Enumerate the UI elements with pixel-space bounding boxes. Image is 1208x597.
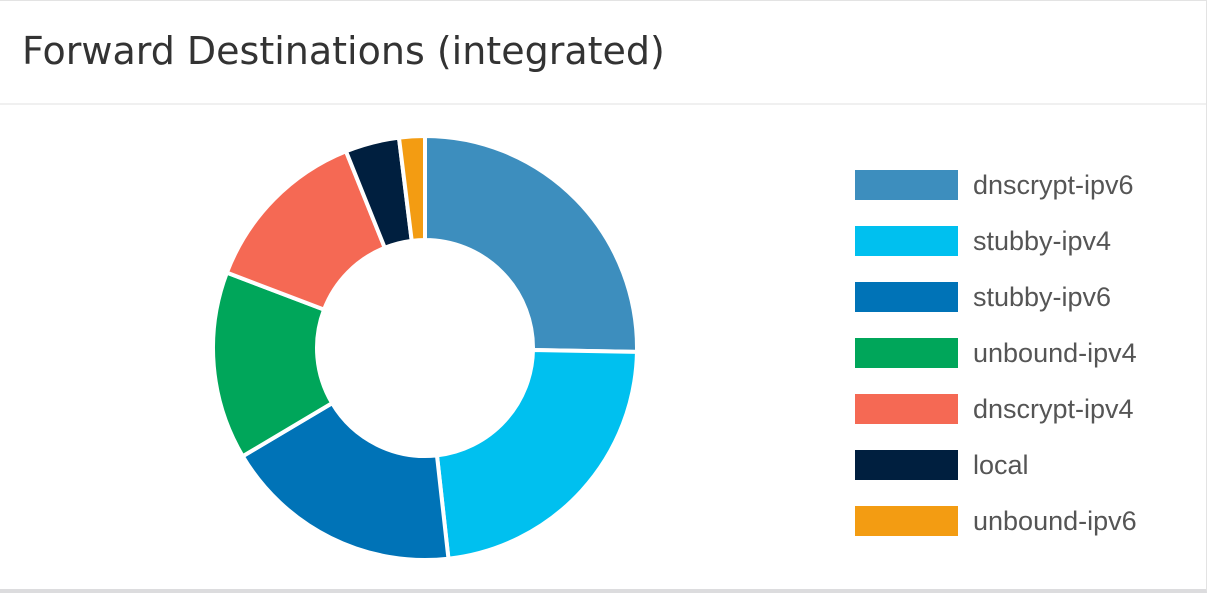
legend-item-stubby-ipv4[interactable]: stubby-ipv4	[855, 213, 1137, 269]
chart-legend: dnscrypt-ipv6 stubby-ipv4 stubby-ipv6 unbou…	[855, 157, 1137, 549]
legend-label: stubby-ipv4	[973, 225, 1112, 256]
legend-label: local	[973, 449, 1029, 480]
legend-swatch	[855, 394, 958, 424]
legend-label: dnscrypt-ipv6	[973, 169, 1134, 200]
legend-swatch	[855, 450, 958, 480]
legend-swatch	[855, 170, 958, 200]
legend-swatch	[855, 338, 958, 368]
legend-swatch	[855, 506, 958, 536]
donut-slice-stubby-ipv4[interactable]	[434, 347, 640, 561]
legend-item-unbound-ipv4[interactable]: unbound-ipv4	[855, 325, 1137, 381]
legend-item-dnscrypt-ipv4[interactable]: dnscrypt-ipv4	[855, 381, 1137, 437]
legend-label: unbound-ipv4	[973, 337, 1137, 368]
donut-slice-stubby-ipv6[interactable]	[239, 400, 451, 562]
legend-item-stubby-ipv6[interactable]: stubby-ipv6	[855, 269, 1137, 325]
legend-item-dnscrypt-ipv6[interactable]: dnscrypt-ipv6	[855, 157, 1137, 213]
card-title: Forward Destinations (integrated)	[22, 29, 665, 73]
donut-slice-unbound-ipv6[interactable]	[396, 133, 427, 244]
chart-body: dnscrypt-ipv6 stubby-ipv4 stubby-ipv6 unbou…	[0, 105, 1206, 590]
legend-label: unbound-ipv6	[973, 505, 1137, 536]
legend-item-unbound-ipv6[interactable]: unbound-ipv6	[855, 493, 1137, 549]
card-header: Forward Destinations (integrated)	[0, 1, 1206, 105]
legend-swatch	[855, 226, 958, 256]
legend-label: dnscrypt-ipv4	[973, 393, 1134, 424]
donut-slice-dnscrypt-ipv6[interactable]	[423, 133, 639, 354]
legend-label: stubby-ipv6	[973, 281, 1112, 312]
donut-chart	[211, 133, 640, 562]
legend-item-local[interactable]: local	[855, 437, 1137, 493]
legend-swatch	[855, 282, 958, 312]
